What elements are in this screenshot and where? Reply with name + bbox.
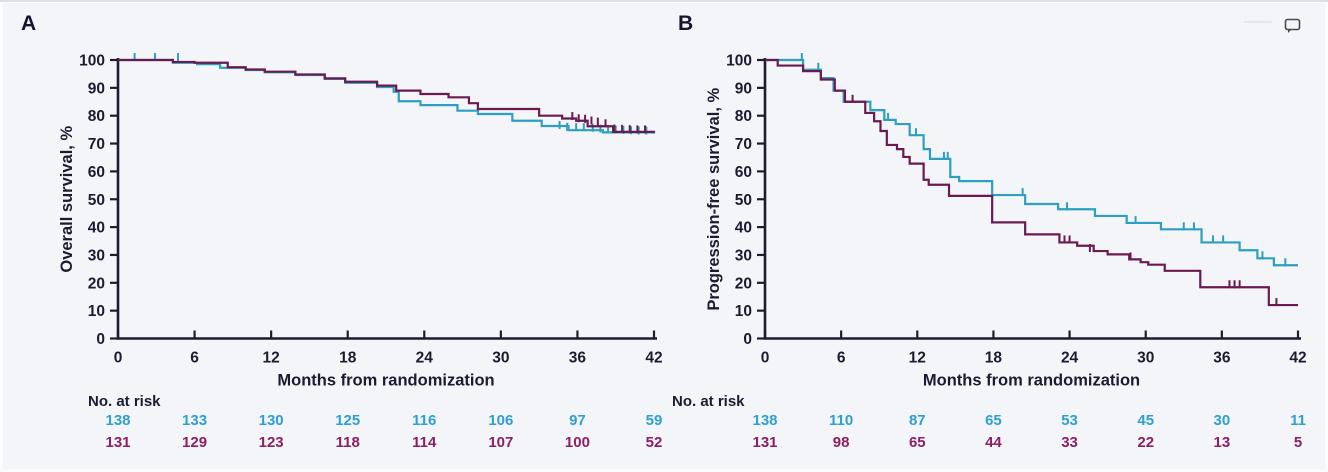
- y-tick-label: 70: [735, 136, 752, 153]
- x-tick-label: 30: [492, 350, 509, 367]
- y-axis-title: Progression-free survival, %: [705, 88, 723, 311]
- y-tick-label: 10: [735, 303, 752, 320]
- at-risk-value-maroon-arm: 13: [1214, 434, 1231, 451]
- y-tick-label: 10: [88, 303, 105, 320]
- x-tick-label: 24: [1061, 350, 1079, 367]
- y-tick-label: 80: [735, 108, 752, 125]
- at-risk-value-maroon-arm: 114: [412, 434, 437, 451]
- x-tick-label: 0: [761, 350, 770, 367]
- x-tick-label: 6: [837, 350, 846, 367]
- y-tick-label: 50: [735, 192, 752, 209]
- y-tick-label: 60: [735, 164, 752, 181]
- at-risk-value-teal-arm: 130: [259, 412, 284, 429]
- at-risk-value-teal-arm: 53: [1061, 412, 1078, 429]
- at-risk-value-teal-arm: 116: [412, 412, 436, 429]
- x-tick-label: 18: [985, 350, 1003, 367]
- at-risk-value-teal-arm: 45: [1137, 412, 1154, 429]
- at-risk-value-teal-arm: 97: [569, 412, 586, 429]
- at-risk-value-teal-arm: 106: [488, 412, 513, 429]
- top-edge-line: [0, 0, 1328, 2]
- x-tick-label: 24: [416, 350, 434, 367]
- at-risk-value-maroon-arm: 129: [182, 434, 207, 451]
- y-tick-label: 80: [88, 108, 105, 125]
- at-risk-value-maroon-arm: 123: [259, 434, 284, 451]
- x-tick-label: 18: [339, 350, 357, 367]
- survival-curve-maroon-arm: [765, 58, 1298, 307]
- at-risk-value-teal-arm: 30: [1214, 412, 1231, 429]
- y-axis-title: Overall survival, %: [58, 126, 76, 273]
- at-risk-value-maroon-arm: 131: [105, 434, 130, 451]
- y-tick-label: 40: [88, 220, 105, 237]
- at-risk-value-maroon-arm: 52: [646, 434, 663, 451]
- y-tick-label: 0: [96, 331, 105, 348]
- at-risk-value-teal-arm: 138: [752, 412, 777, 429]
- hover-dash-decoration: [1244, 21, 1272, 23]
- y-tick-label: 30: [88, 247, 105, 264]
- y-tick-label: 100: [726, 53, 752, 70]
- y-tick-label: 60: [88, 164, 105, 181]
- at-risk-value-teal-arm: 87: [909, 412, 926, 429]
- at-risk-value-teal-arm: 59: [646, 412, 663, 429]
- y-tick-label: 90: [735, 80, 752, 97]
- at-risk-value-teal-arm: 65: [985, 412, 1002, 429]
- axis-lines: [116, 58, 657, 340]
- at-risk-value-maroon-arm: 44: [985, 434, 1002, 451]
- panel-b-label: B: [678, 12, 695, 35]
- at-risk-value-maroon-arm: 100: [565, 434, 590, 451]
- x-tick-label: 12: [909, 350, 926, 367]
- y-tick-label: 0: [743, 331, 752, 348]
- at-risk-value-maroon-arm: 98: [833, 434, 850, 451]
- survival-curve-maroon-arm: [118, 58, 656, 133]
- x-tick-label: 30: [1137, 350, 1154, 367]
- x-axis-title: Months from randomization: [923, 372, 1140, 390]
- y-tick-label: 20: [88, 275, 105, 292]
- at-risk-value-maroon-arm: 107: [488, 434, 513, 451]
- at-risk-value-teal-arm: 110: [829, 412, 853, 429]
- y-tick-label: 30: [735, 247, 752, 264]
- x-tick-label: 12: [263, 350, 280, 367]
- at-risk-value-teal-arm: 125: [335, 412, 360, 429]
- y-tick-label: 40: [735, 220, 752, 237]
- comment-bubble-tail: [1288, 29, 1292, 33]
- no-at-risk-label: No. at risk: [88, 393, 161, 410]
- survival-curve-teal-arm: [765, 58, 1298, 267]
- x-tick-label: 36: [569, 350, 587, 367]
- comment-icon[interactable]: [1283, 17, 1303, 36]
- x-tick-label: 0: [114, 350, 123, 367]
- at-risk-value-maroon-arm: 5: [1294, 434, 1302, 451]
- x-tick-label: 42: [1289, 350, 1306, 367]
- y-tick-label: 50: [88, 192, 105, 209]
- at-risk-value-maroon-arm: 131: [752, 434, 777, 451]
- at-risk-value-maroon-arm: 33: [1061, 434, 1078, 451]
- y-tick-label: 100: [79, 53, 105, 70]
- at-risk-value-maroon-arm: 65: [909, 434, 926, 451]
- at-risk-value-teal-arm: 11: [1290, 412, 1306, 429]
- x-tick-label: 42: [645, 350, 662, 367]
- comment-bubble-body: [1284, 18, 1301, 31]
- at-risk-value-teal-arm: 138: [105, 412, 130, 429]
- panel-a-label: A: [21, 12, 38, 35]
- x-tick-label: 6: [190, 350, 199, 367]
- x-tick-label: 36: [1213, 350, 1231, 367]
- survival-curve-teal-arm: [118, 58, 656, 134]
- at-risk-value-maroon-arm: 22: [1137, 434, 1154, 451]
- y-tick-label: 90: [88, 80, 105, 97]
- at-risk-value-teal-arm: 133: [182, 412, 207, 429]
- y-tick-label: 20: [735, 275, 752, 292]
- at-risk-value-maroon-arm: 118: [336, 434, 360, 451]
- x-axis-title: Months from randomization: [277, 372, 494, 390]
- no-at-risk-label: No. at risk: [672, 393, 745, 410]
- y-tick-label: 70: [88, 136, 105, 153]
